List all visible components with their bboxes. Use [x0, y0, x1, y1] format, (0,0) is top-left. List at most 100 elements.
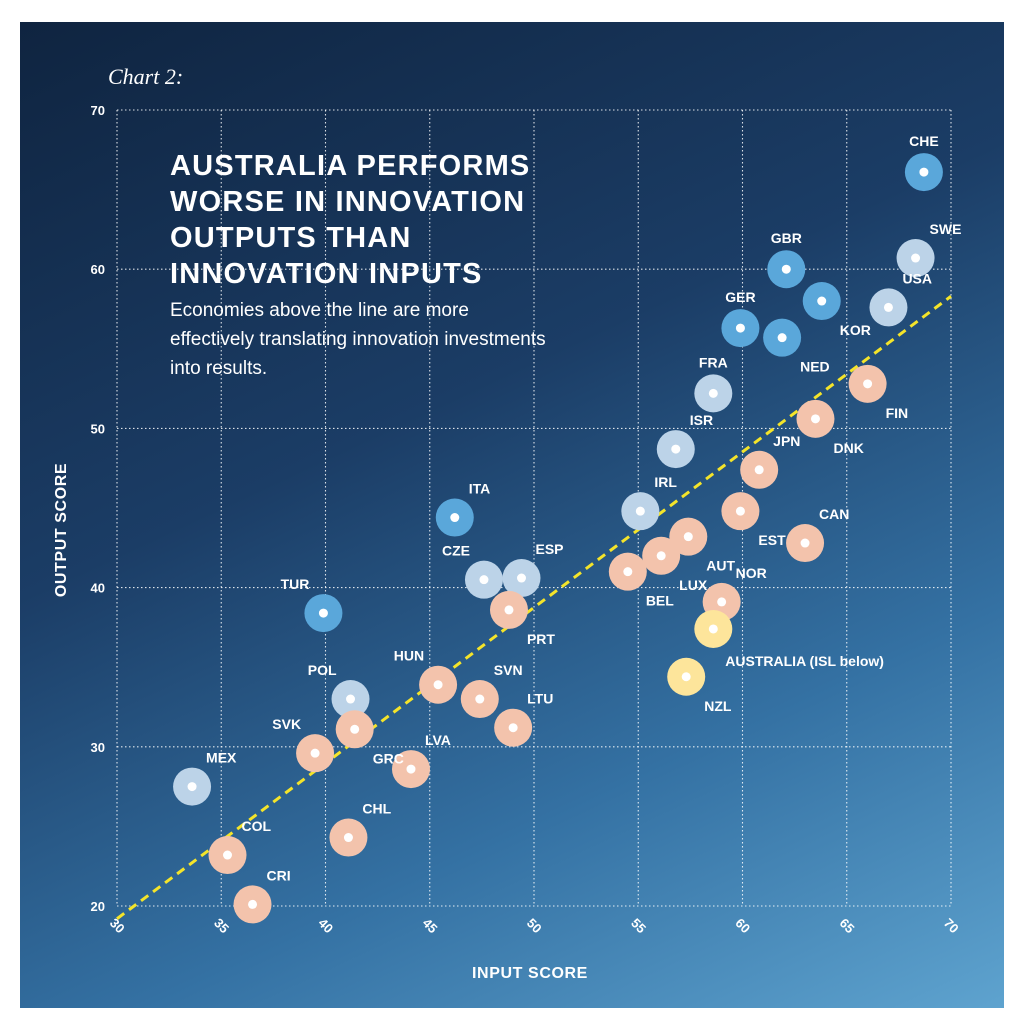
x-tick-label: 35: [211, 915, 232, 936]
point-label-dnk: DNK: [833, 440, 863, 456]
point-center-gbr: [781, 264, 791, 274]
y-axis-label: OUTPUT SCORE: [53, 463, 70, 597]
point-center-bel: [623, 567, 633, 577]
point-label-pol: POL: [308, 662, 337, 678]
point-center-pol: [346, 694, 356, 704]
y-tick-label: 40: [91, 581, 105, 596]
point-center-lux: [656, 551, 666, 561]
point-label-ger: GER: [725, 289, 755, 305]
point-label-lva: LVA: [425, 732, 451, 748]
point-label-tur: TUR: [281, 576, 310, 592]
point-center-col: [223, 850, 233, 860]
point-layer: [173, 153, 943, 924]
point-center-esp: [516, 573, 526, 583]
point-label-col: COL: [242, 818, 272, 834]
point-center-nor: [717, 597, 727, 607]
point-label-kor: KOR: [840, 322, 871, 338]
chart-subtitle: Economies above the line are more effect…: [170, 300, 546, 379]
point-center-che: [919, 167, 929, 177]
point-label-jpn: JPN: [773, 433, 800, 449]
point-center-ned: [777, 333, 787, 343]
y-tick-label: 60: [91, 262, 105, 277]
x-tick-label: 70: [941, 915, 962, 936]
point-center-svk: [310, 748, 320, 758]
point-center-lva: [406, 764, 416, 774]
x-tick-label: 60: [732, 915, 753, 936]
point-center-fin: [863, 379, 873, 389]
point-center-cri: [248, 899, 258, 909]
point-center-hun: [433, 680, 443, 690]
point-label-can: CAN: [819, 506, 849, 522]
point-label-est: EST: [758, 532, 786, 548]
point-center-ita: [450, 513, 460, 523]
point-label-svk: SVK: [272, 716, 301, 732]
point-label-gbr: GBR: [771, 230, 802, 246]
point-label-bel: BEL: [646, 593, 674, 609]
point-center-isr: [671, 444, 681, 454]
point-center-svn: [475, 694, 485, 704]
point-label-ltu: LTU: [527, 691, 553, 707]
point-label-nzl: NZL: [704, 698, 732, 714]
label-layer: CHE SWE GBR USA KOR GER NED FRA FIN DNK ISR JPN IRL E…: [206, 133, 961, 883]
point-center-prt: [504, 605, 514, 615]
point-center-swe: [911, 253, 921, 263]
x-tick-label: 40: [315, 915, 336, 936]
point-center-ger: [735, 323, 745, 333]
x-axis-label: INPUT SCORE: [472, 965, 588, 982]
point-label-cri: CRI: [267, 867, 291, 883]
point-center-cze: [479, 575, 489, 585]
y-tick-label: 30: [91, 740, 105, 755]
point-label-prt: PRT: [527, 631, 555, 647]
point-center-can: [800, 538, 810, 548]
point-label-esp: ESP: [535, 541, 563, 557]
point-label-chl: CHL: [362, 801, 391, 817]
point-label-che: CHE: [909, 133, 939, 149]
chart-card: 30 35 40 45 50 55 60 65 70 20 30 40 50 60 70 CHE SWE GBR…: [20, 22, 1004, 1008]
point-label-fin: FIN: [886, 405, 909, 421]
point-center-usa: [883, 302, 893, 312]
chart-headline: AUSTRALIA PERFORMS WORSE IN INNOVATION O…: [170, 150, 531, 290]
y-tick-label: 50: [91, 421, 105, 436]
point-label-cze: CZE: [442, 543, 470, 559]
trend-layer: [116, 295, 952, 920]
point-center-fra: [708, 388, 718, 398]
point-label-australia: AUSTRALIA (ISL below): [725, 653, 884, 669]
point-center-nzl: [681, 672, 691, 682]
point-center-grc: [350, 724, 360, 734]
point-label-svn: SVN: [494, 662, 523, 678]
point-center-australia: [708, 624, 718, 634]
point-label-hun: HUN: [394, 648, 424, 664]
point-center-jpn: [754, 465, 764, 475]
point-label-nor: NOR: [736, 565, 767, 581]
point-center-ltu: [508, 723, 518, 733]
point-label-mex: MEX: [206, 750, 237, 766]
point-label-usa: USA: [902, 270, 932, 286]
point-center-irl: [635, 506, 645, 516]
point-label-aut: AUT: [706, 558, 735, 574]
point-center-kor: [817, 296, 827, 306]
point-label-isr: ISR: [690, 412, 713, 428]
trend-line: [116, 295, 952, 920]
point-center-mex: [187, 782, 197, 792]
point-center-tur: [318, 608, 328, 618]
point-label-irl: IRL: [654, 474, 677, 490]
x-tick-label: 50: [524, 915, 545, 936]
y-tick-label: 70: [91, 103, 105, 118]
point-label-swe: SWE: [930, 221, 962, 237]
point-label-ita: ITA: [469, 481, 491, 497]
point-center-chl: [343, 833, 353, 843]
point-label-fra: FRA: [699, 354, 728, 370]
x-tick-label: 55: [628, 915, 649, 936]
chart-caption: Chart 2:: [108, 64, 184, 89]
point-label-ned: NED: [800, 359, 830, 375]
point-center-dnk: [810, 414, 820, 424]
point-label-lux: LUX: [679, 577, 708, 593]
point-center-est: [735, 506, 745, 516]
x-tick-label: 45: [420, 915, 441, 936]
point-center-aut: [683, 532, 693, 542]
x-tick-label: 65: [837, 915, 858, 936]
point-label-grc: GRC: [373, 750, 404, 766]
y-tick-label: 20: [91, 899, 105, 914]
